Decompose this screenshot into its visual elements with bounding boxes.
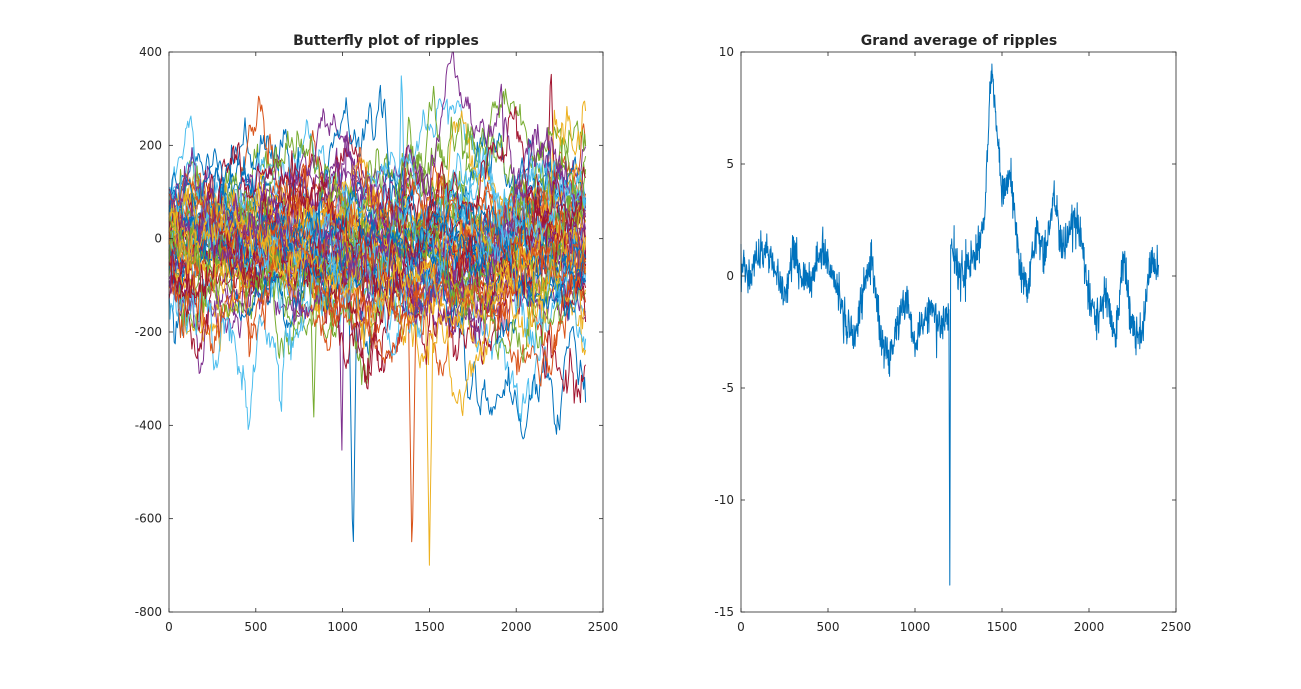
grand-average-xtick-label: 1500 [987,620,1018,634]
butterfly-ytick-label: -200 [135,325,162,339]
butterfly-trace [168,51,587,326]
butterfly-trace [168,146,587,358]
grand-average-ytick-label: 5 [726,157,734,171]
butterfly-trace [168,130,587,363]
grand-average-ytick-label: -15 [714,605,734,619]
butterfly-ytick-label: 400 [139,45,162,59]
grand-average-plot-title: Grand average of ripples [861,33,1057,49]
grand-average-ytick-label: 10 [719,45,734,59]
grand-average-ytick-label: -10 [714,493,734,507]
butterfly-xtick-label: 2500 [588,620,619,634]
butterfly-trace [168,142,587,323]
grand-average-traces [740,63,1160,586]
grand-average-plot: Grand average of ripples 0 500 1000 1500 200… [714,33,1191,634]
grand-average-xtick-label: 1000 [900,620,931,634]
butterfly-trace [168,193,586,329]
butterfly-ytick-label: -800 [135,605,162,619]
butterfly-traces [168,51,587,566]
grand-average-xtick-label: 500 [817,620,840,634]
grand-average-ytick-label: 0 [726,269,734,283]
grand-average-xtick-label: 0 [737,620,745,634]
butterfly-ytick-label: -600 [135,512,162,526]
butterfly-xtick-label: 0 [165,620,173,634]
grand-average-axes-box [740,51,1177,613]
butterfly-ytick-label: 200 [139,138,162,152]
butterfly-xtick-label: 1500 [414,620,445,634]
butterfly-xtick-label: 2000 [501,620,532,634]
grand-average-xtick-label: 2000 [1074,620,1105,634]
butterfly-ytick-label: -400 [135,418,162,432]
grand-average-trace [740,63,1160,586]
butterfly-trace [168,202,587,350]
butterfly-ticks: 0 500 1000 1500 2000 2500 -800 -600 -400 -200 0 200… [135,45,619,634]
grand-average-ytick-label: -5 [722,381,734,395]
butterfly-plot: Butterfly plot of ripples 0 500 1000 1500 20… [135,33,619,634]
grand-average-xtick-label: 2500 [1161,620,1192,634]
butterfly-xtick-label: 500 [244,620,267,634]
butterfly-trace [168,150,587,404]
butterfly-plot-title: Butterfly plot of ripples [293,33,479,49]
grand-average-ticks: 0 500 1000 1500 2000 2500 -15 -10 -5 0 5 10 [714,45,1191,634]
butterfly-trace [168,84,587,345]
butterfly-xtick-label: 1000 [327,620,358,634]
butterfly-ytick-label: 0 [154,232,162,246]
